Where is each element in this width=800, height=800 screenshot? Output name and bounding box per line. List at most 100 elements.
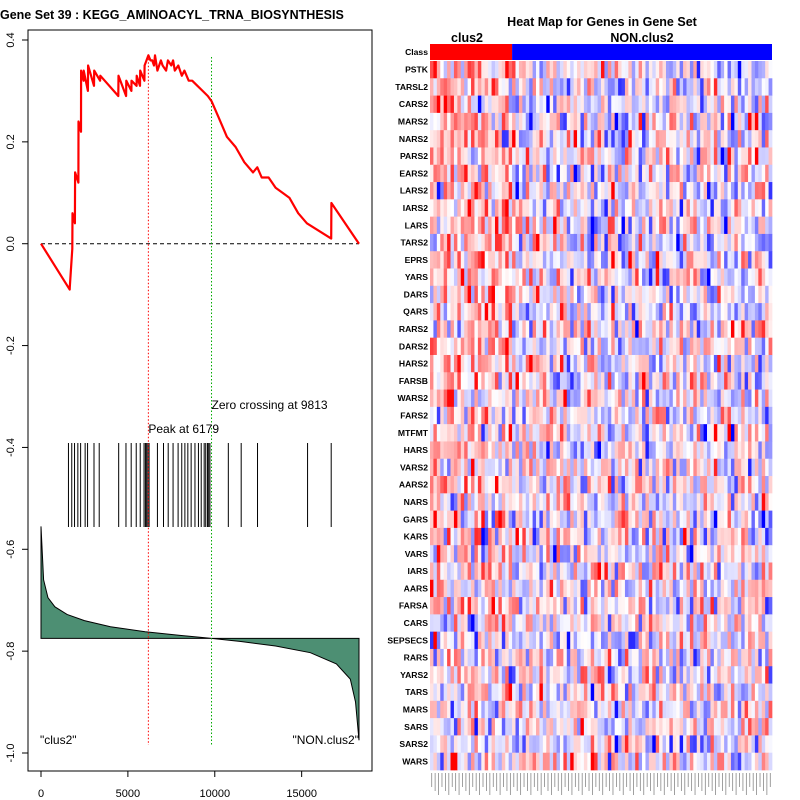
heat-cell: [577, 562, 581, 581]
heat-cell: [518, 199, 523, 217]
heat-cell: [556, 285, 561, 304]
heat-cell: [590, 545, 595, 563]
heat-cell: [529, 683, 533, 702]
heat-cell: [672, 389, 677, 408]
heat-cell: [754, 545, 759, 563]
heat-cell: [768, 441, 773, 460]
heat-cell: [505, 164, 510, 183]
heat-cell: [505, 597, 510, 615]
heat-cell: [642, 648, 646, 667]
heat-cell: [556, 700, 561, 719]
heat-cell: [748, 441, 752, 460]
heat-cell: [501, 735, 506, 754]
heat-cell: [730, 303, 735, 321]
heat-cell: [498, 199, 503, 217]
heat-cell: [505, 233, 510, 252]
heat-cell: [491, 216, 496, 235]
heat-cell: [638, 354, 643, 373]
heat-cell: [761, 251, 766, 269]
heat-cell: [635, 441, 639, 460]
heat-cell: [628, 700, 633, 719]
heat-cell: [696, 268, 701, 287]
heat-cell: [604, 700, 609, 719]
heat-cell: [553, 631, 557, 650]
heat-cell: [515, 441, 520, 460]
heat-cell: [563, 718, 568, 736]
heat-cell: [498, 735, 503, 754]
heat-cell: [621, 683, 626, 702]
heat-cell: [464, 251, 468, 269]
heat-cell: [648, 614, 653, 633]
heat-cell: [464, 216, 468, 235]
heat-cell: [539, 406, 544, 425]
heat-cell: [556, 61, 561, 79]
heat-cell: [433, 147, 438, 166]
heat-cell: [717, 683, 722, 702]
heat-cell: [761, 735, 766, 754]
heat-cell: [628, 562, 633, 581]
heat-cell: [474, 666, 479, 684]
heat-cell: [710, 95, 715, 114]
heat-cell: [522, 354, 527, 373]
heat-cell: [607, 597, 612, 615]
heat-cell: [665, 424, 670, 442]
heat-cell: [587, 147, 592, 166]
heat-cell: [751, 562, 756, 581]
heat-cell: [741, 718, 745, 736]
heat-cell: [501, 579, 506, 598]
heat-cell: [522, 216, 527, 235]
heat-cell: [734, 683, 739, 702]
heat-cell: [587, 579, 592, 598]
heat-cell: [556, 320, 561, 339]
heat-cell: [655, 164, 660, 183]
heat-cell: [501, 424, 506, 442]
heat-cell: [525, 285, 530, 304]
heat-cell: [559, 303, 564, 321]
heat-cell: [611, 337, 616, 356]
heat-cell: [433, 597, 438, 615]
heat-cell: [508, 182, 513, 200]
heat-cell: [453, 562, 458, 581]
heat-cell: [471, 112, 475, 131]
heat-cell: [539, 389, 544, 408]
heat-cell: [467, 597, 472, 615]
heat-cell: [679, 614, 684, 633]
heat-cell: [645, 545, 650, 563]
heat-cell: [515, 285, 520, 304]
heat-cell: [628, 95, 633, 114]
heat-cell: [624, 233, 629, 252]
heat-cell: [741, 216, 745, 235]
heat-cell: [457, 597, 462, 615]
heat-cell: [457, 337, 462, 356]
heat-cell: [525, 527, 530, 546]
heat-cell: [512, 233, 516, 252]
heat-cell: [611, 458, 616, 477]
heat-cell: [761, 493, 766, 511]
heat-cell: [450, 251, 455, 269]
heat-cell: [665, 493, 670, 511]
heat-cell: [440, 78, 445, 96]
heat-cell: [471, 78, 475, 96]
heat-cell: [566, 130, 571, 148]
heat-cell: [645, 631, 650, 650]
heat-cell: [477, 752, 482, 771]
heat-cell: [430, 112, 434, 131]
heat-cell: [566, 648, 571, 667]
heat-cell: [720, 199, 725, 217]
heat-cell: [765, 199, 769, 217]
gene-label: MARS2: [398, 117, 428, 127]
heat-cell: [703, 182, 708, 200]
heat-cell: [512, 476, 516, 494]
heat-cell: [474, 458, 479, 477]
heat-cell: [686, 579, 691, 598]
heat-cell: [652, 95, 657, 114]
heat-cell: [460, 406, 465, 425]
heat-cell: [754, 182, 759, 200]
heat-cell: [727, 614, 732, 633]
heat-cell: [758, 372, 763, 390]
heat-cell: [566, 700, 571, 719]
heat-cell: [518, 752, 523, 771]
heat-cell: [594, 458, 598, 477]
heat-cell: [730, 251, 735, 269]
heat-cell: [532, 579, 537, 598]
